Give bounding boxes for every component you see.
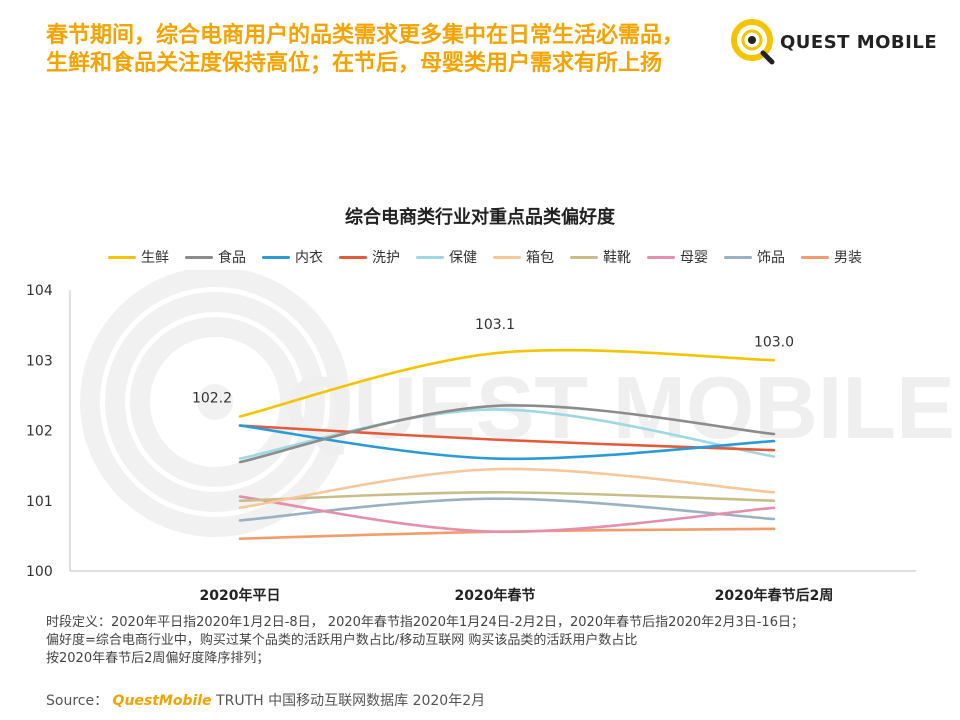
data-label: 103.1 xyxy=(475,317,515,333)
legend-label: 生鲜 xyxy=(141,250,169,266)
legend-label: 母婴 xyxy=(680,250,708,266)
source-text: TRUTH 中国移动互联网数据库 2020年2月 xyxy=(216,693,486,709)
legend-item: 生鲜 xyxy=(108,247,169,267)
chart-title: 综合电商类行业对重点品类偏好度 xyxy=(345,207,615,228)
footnote-sorting: 按2020年春节后2周偏好度降序排列； xyxy=(46,651,270,666)
y-tick-label: 103 xyxy=(26,353,53,369)
source-brand: QuestMobile xyxy=(112,693,212,709)
series-line xyxy=(238,424,776,461)
x-tick-label: 2020年平日 xyxy=(200,587,281,604)
data-label: 102.2 xyxy=(192,390,232,406)
legend-item: 男装 xyxy=(801,247,862,267)
data-label: 103.0 xyxy=(754,334,794,350)
legend-swatch xyxy=(108,255,136,259)
legend-swatch xyxy=(724,255,752,259)
legend-label: 保健 xyxy=(449,250,477,266)
legend-swatch xyxy=(416,255,444,259)
legend-swatch xyxy=(493,255,521,259)
legend-swatch xyxy=(570,255,598,259)
legend-item: 保健 xyxy=(416,247,477,267)
legend-swatch xyxy=(262,255,290,259)
watermark-dot xyxy=(197,384,233,420)
questmobile-logo-icon xyxy=(731,19,775,65)
y-tick-label: 104 xyxy=(26,283,53,299)
legend-item: 鞋靴 xyxy=(570,247,631,267)
footnotes: 时段定义：2020年平日指2020年1月2日-8日， 2020年春节指2020年… xyxy=(46,614,946,668)
source-line: Source： QuestMobile TRUTH 中国移动互联网数据库 202… xyxy=(46,690,485,710)
legend-item: 箱包 xyxy=(493,247,554,267)
series-line xyxy=(238,495,776,534)
y-tick-label: 102 xyxy=(26,424,53,440)
watermark-ring xyxy=(80,270,350,537)
legend-item: 内衣 xyxy=(262,247,323,267)
series-line xyxy=(238,491,776,503)
headline: 春节期间，综合电商用户的品类需求更多集中在日常生活必需品， 生鲜和食品关注度保持… xyxy=(46,22,746,78)
headline-line-1: 春节期间，综合电商用户的品类需求更多集中在日常生活必需品， xyxy=(46,23,685,48)
questmobile-logo: QUEST MOBILE xyxy=(728,16,937,68)
legend-item: 饰品 xyxy=(724,247,785,267)
watermark-ring xyxy=(105,292,325,512)
y-tick-label: 100 xyxy=(26,564,53,580)
watermark-text: QUEST MOBILE xyxy=(285,358,955,457)
legend-item: 洗护 xyxy=(339,247,400,267)
series-line xyxy=(238,527,776,540)
legend-item: 母婴 xyxy=(647,247,708,267)
y-tick-label: 101 xyxy=(26,494,53,510)
headline-line-2: 生鲜和食品关注度保持高位；在节后，母婴类用户需求有所上扬 xyxy=(46,51,663,76)
footnote-period: 时段定义：2020年平日指2020年1月2日-8日， 2020年春节指2020年… xyxy=(46,615,804,630)
legend-label: 鞋靴 xyxy=(603,250,631,266)
legend-label: 洗护 xyxy=(372,250,400,266)
series-line xyxy=(238,348,776,418)
source-label: Source： xyxy=(46,693,109,709)
line-chart: QUEST MOBILE 100 101 102 103 104 2020年平日 2020年春… xyxy=(26,270,955,604)
legend-label: 男装 xyxy=(834,250,862,266)
legend-item: 食品 xyxy=(185,247,246,267)
series-line xyxy=(238,404,776,464)
legend-label: 内衣 xyxy=(295,250,323,266)
x-tick-label: 2020年春节 xyxy=(455,587,536,604)
chart-legend: 生鲜 食品 内衣 洗护 保健 箱包 鞋靴 母婴 饰品 男装 xyxy=(108,247,878,267)
series-line xyxy=(238,467,776,510)
footnote-definition: 偏好度=综合电商行业中，购买过某个品类的活跃用户数占比/移动互联网 购买该品类的… xyxy=(46,633,638,648)
legend-label: 食品 xyxy=(218,250,246,266)
legend-label: 饰品 xyxy=(757,250,785,266)
legend-swatch xyxy=(185,255,213,259)
series-line xyxy=(238,497,776,522)
legend-swatch xyxy=(801,255,829,259)
legend-swatch xyxy=(647,255,675,259)
legend-swatch xyxy=(339,255,367,259)
x-tick-label: 2020年春节后2周 xyxy=(715,587,834,604)
legend-label: 箱包 xyxy=(526,250,554,266)
logo-text: QUEST MOBILE xyxy=(780,32,938,53)
series-line xyxy=(238,408,776,460)
watermark: QUEST MOBILE xyxy=(80,270,955,537)
